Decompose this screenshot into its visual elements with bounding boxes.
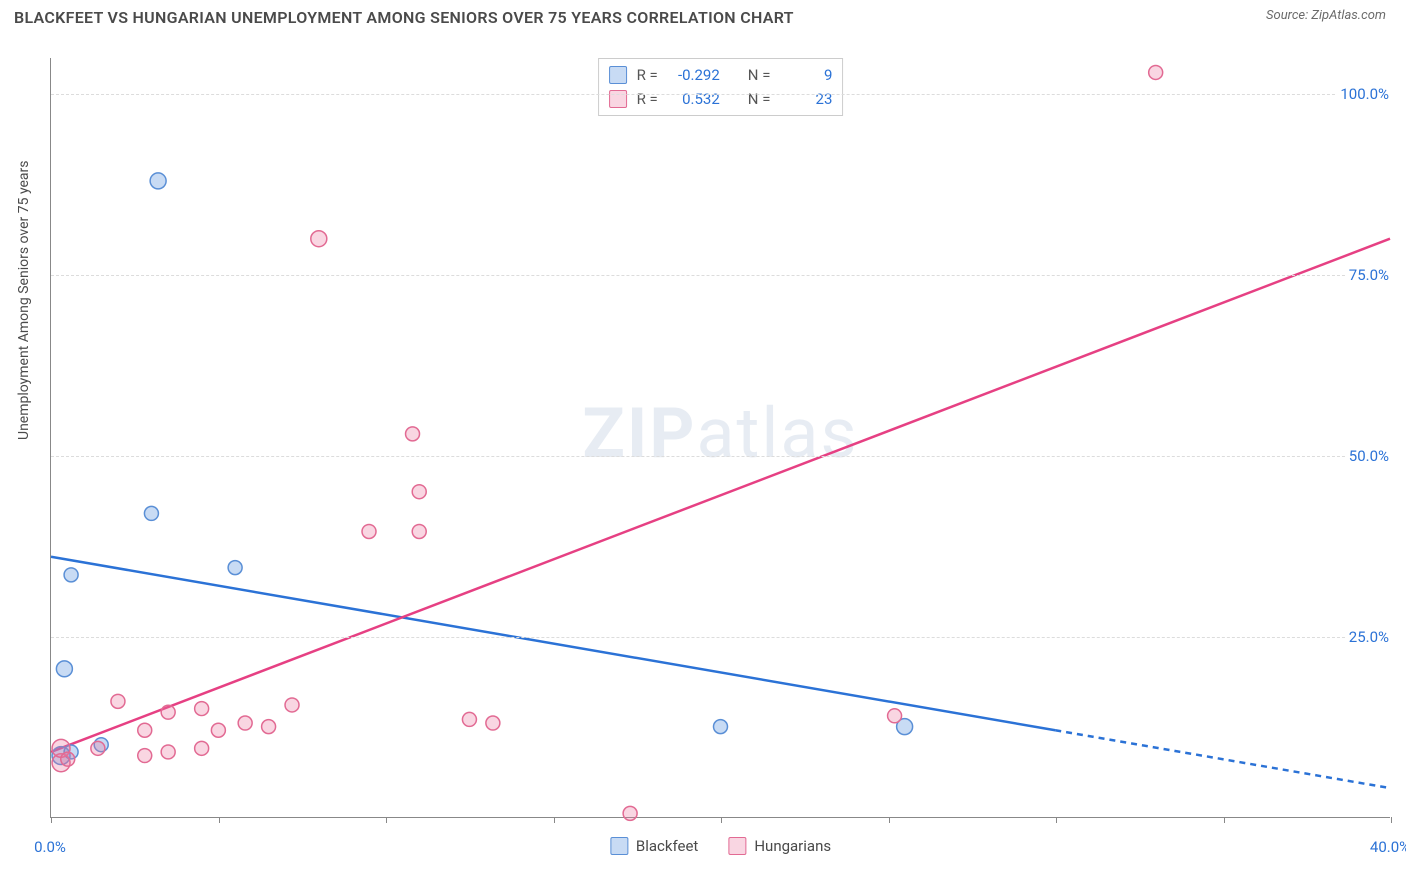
swatch-hungarians-icon <box>728 837 746 855</box>
data-point <box>623 806 637 820</box>
chart-source: Source: ZipAtlas.com <box>1266 8 1386 23</box>
data-point <box>462 712 476 726</box>
n-label: N = <box>748 63 771 87</box>
chart-container: ZIPatlas R = -0.292 N = 9 R = 0.532 N = <box>50 58 1390 818</box>
legend-item-hungarians: Hungarians <box>728 837 831 855</box>
x-tick <box>889 817 890 823</box>
x-tick <box>1224 817 1225 823</box>
data-point <box>238 716 252 730</box>
r-value-blackfeet: -0.292 <box>668 63 720 87</box>
r-value-hungarians: 0.532 <box>668 87 720 111</box>
n-value-hungarians: 23 <box>780 87 832 111</box>
data-point <box>91 741 105 755</box>
swatch-hungarians <box>609 90 627 108</box>
gridline <box>51 94 1390 95</box>
y-tick-label: 75.0% <box>1345 266 1393 284</box>
data-point <box>228 561 242 575</box>
x-tick <box>554 817 555 823</box>
y-tick-label: 100.0% <box>1336 85 1393 103</box>
data-point <box>195 702 209 716</box>
data-point <box>486 716 500 730</box>
data-point <box>262 720 276 734</box>
legend-correlation-box: R = -0.292 N = 9 R = 0.532 N = 23 <box>598 58 844 116</box>
data-point <box>161 745 175 759</box>
legend-item-blackfeet: Blackfeet <box>610 837 698 855</box>
data-point <box>61 752 75 766</box>
x-tick <box>386 817 387 823</box>
data-point <box>161 705 175 719</box>
data-point <box>138 723 152 737</box>
gridline <box>51 275 1390 276</box>
data-point <box>412 485 426 499</box>
legend-label-blackfeet: Blackfeet <box>636 837 698 855</box>
data-point <box>64 568 78 582</box>
data-point <box>111 694 125 708</box>
n-value-blackfeet: 9 <box>780 63 832 87</box>
data-point <box>311 231 327 247</box>
data-point <box>406 427 420 441</box>
legend-row-blackfeet: R = -0.292 N = 9 <box>609 63 833 87</box>
legend-label-hungarians: Hungarians <box>754 837 831 855</box>
data-point <box>412 524 426 538</box>
x-tick <box>219 817 220 823</box>
data-point <box>56 661 72 677</box>
plot-svg <box>51 58 1390 817</box>
x-tick <box>51 817 52 823</box>
x-label-max: 40.0% <box>1370 838 1406 856</box>
r-label: R = <box>637 63 658 87</box>
y-tick-label: 50.0% <box>1345 447 1393 465</box>
swatch-blackfeet-icon <box>610 837 628 855</box>
data-point <box>195 741 209 755</box>
data-point <box>144 506 158 520</box>
swatch-blackfeet <box>609 66 627 84</box>
x-label-min: 0.0% <box>34 838 66 856</box>
chart-title: BLACKFEET VS HUNGARIAN UNEMPLOYMENT AMON… <box>14 8 794 27</box>
r-label: R = <box>637 87 658 111</box>
x-tick <box>1391 817 1392 823</box>
data-point <box>138 749 152 763</box>
x-tick <box>721 817 722 823</box>
gridline <box>51 456 1390 457</box>
gridline <box>51 637 1390 638</box>
legend-bottom: Blackfeet Hungarians <box>610 837 831 855</box>
chart-header: BLACKFEET VS HUNGARIAN UNEMPLOYMENT AMON… <box>0 0 1406 31</box>
trend-line-extrapolated <box>1055 730 1390 788</box>
plot-area: ZIPatlas R = -0.292 N = 9 R = 0.532 N = <box>50 58 1390 818</box>
data-point <box>888 709 902 723</box>
trend-line <box>51 239 1390 752</box>
data-point <box>285 698 299 712</box>
n-label: N = <box>748 87 771 111</box>
data-point <box>1149 65 1163 79</box>
y-tick-label: 25.0% <box>1345 628 1393 646</box>
data-point <box>362 524 376 538</box>
data-point <box>150 173 166 189</box>
x-tick <box>1056 817 1057 823</box>
data-point <box>211 723 225 737</box>
legend-row-hungarians: R = 0.532 N = 23 <box>609 87 833 111</box>
data-point <box>714 720 728 734</box>
y-axis-title: Unemployment Among Seniors over 75 years <box>16 161 32 441</box>
